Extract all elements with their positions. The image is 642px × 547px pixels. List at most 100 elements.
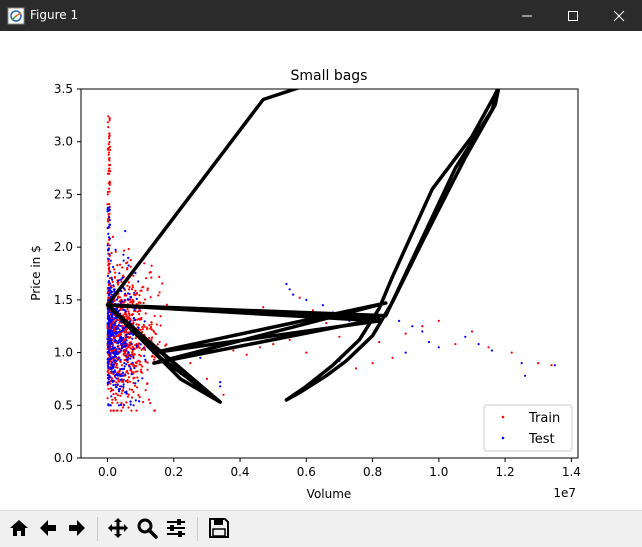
train-cluster-point — [107, 262, 110, 265]
train-cluster-point — [144, 348, 147, 351]
zoom-button[interactable] — [133, 514, 161, 542]
train-point — [371, 362, 374, 365]
test-cluster-point — [110, 290, 114, 293]
train-point — [245, 353, 248, 356]
train-cluster-point — [144, 298, 147, 301]
train-cluster-point — [128, 314, 131, 317]
test-point — [520, 362, 523, 365]
test-cluster-point — [128, 365, 131, 368]
train-cluster-point — [129, 298, 132, 301]
minimize-button[interactable] — [504, 0, 550, 31]
train-cluster-point — [128, 341, 131, 344]
train-cluster-point — [140, 289, 143, 292]
test-cluster-point — [110, 276, 113, 279]
train-cluster-point — [116, 264, 119, 267]
test-cluster-point — [131, 337, 134, 340]
train-point — [288, 338, 291, 341]
train-point — [232, 349, 235, 352]
train-cluster-point — [142, 285, 145, 288]
test-cluster-point — [115, 331, 118, 334]
test-cluster-point — [117, 404, 121, 407]
test-cluster-point — [125, 339, 128, 342]
test-cluster-point — [127, 256, 130, 259]
train-cluster-point — [107, 187, 110, 190]
test-point — [199, 356, 202, 359]
test-cluster-point — [134, 272, 137, 275]
test-cluster-point — [120, 342, 123, 346]
train-cluster-point — [114, 396, 117, 399]
train-cluster-point — [126, 395, 129, 398]
train-cluster-point — [116, 401, 119, 404]
y-tick-label: 3.0 — [54, 135, 73, 149]
test-cluster-point — [112, 284, 115, 287]
train-cluster-point — [125, 294, 128, 297]
forward-button[interactable] — [63, 514, 91, 542]
test-cluster-point — [120, 339, 123, 342]
test-cluster-point — [109, 259, 112, 262]
train-cluster-point — [142, 301, 145, 305]
test-cluster-point — [106, 317, 109, 320]
train-cluster-point — [129, 259, 132, 262]
y-tick-label: 2.5 — [54, 187, 73, 201]
test-cluster-point — [133, 367, 136, 370]
test-cluster-point — [107, 315, 110, 318]
figure-canvas[interactable]: 0.0 0.2 0.4 0.6 0.8 1.0 1.2 1.4 0.0 0.5 1.0 1.5 2.0… — [0, 31, 642, 510]
home-button[interactable] — [5, 514, 33, 542]
train-cluster-point — [106, 347, 109, 351]
train-cluster-point — [112, 320, 115, 323]
test-cluster-point — [137, 326, 140, 329]
test-cluster-point — [110, 348, 113, 351]
test-cluster-point — [143, 354, 146, 357]
train-cluster-point — [133, 293, 136, 296]
back-button[interactable] — [34, 514, 62, 542]
test-cluster-point — [108, 335, 112, 338]
train-cluster-point — [107, 126, 110, 129]
scatter-chart[interactable]: 0.0 0.2 0.4 0.6 0.8 1.0 1.2 1.4 0.0 0.5 1.0 1.5 2.0… — [0, 31, 642, 510]
maximize-button[interactable] — [550, 0, 596, 31]
axes-frame — [80, 88, 579, 459]
x-tick-label: 1.2 — [496, 465, 515, 479]
test-cluster-point — [109, 286, 112, 289]
train-cluster-point — [155, 323, 158, 326]
test-cluster-point — [113, 317, 116, 320]
test-cluster-point — [125, 392, 128, 395]
train-cluster-point — [125, 347, 128, 350]
test-cluster-point — [106, 358, 109, 361]
test-cluster-point — [106, 244, 109, 247]
train-cluster-point — [112, 337, 115, 340]
train-cluster-point — [107, 169, 110, 172]
test-cluster-point — [114, 355, 118, 358]
test-cluster-point — [116, 383, 119, 386]
train-cluster-point — [108, 183, 111, 186]
train-cluster-point — [108, 137, 111, 140]
train-cluster-point — [141, 326, 144, 329]
save-button[interactable] — [205, 514, 233, 542]
test-cluster-point — [110, 363, 113, 366]
test-cluster-point — [112, 288, 115, 291]
train-cluster-point — [136, 370, 139, 373]
configure-subplots-button[interactable] — [162, 514, 190, 542]
test-cluster-point — [113, 374, 117, 377]
test-cluster-point — [108, 337, 111, 340]
train-cluster-point — [127, 393, 130, 396]
title-bar[interactable]: Figure 1 — [0, 0, 642, 31]
test-cluster-point — [130, 373, 133, 376]
train-cluster-point — [119, 394, 122, 397]
train-cluster-point — [132, 319, 135, 322]
test-cluster-point — [120, 344, 124, 347]
test-cluster-point — [125, 333, 128, 336]
test-cluster-point — [115, 373, 118, 376]
train-cluster-point — [114, 271, 117, 274]
test-cluster-point — [128, 332, 131, 335]
test-cluster-point — [120, 349, 123, 352]
test-cluster-point — [106, 274, 109, 278]
train-cluster-point — [130, 288, 134, 291]
test-point — [411, 325, 414, 328]
close-button[interactable] — [596, 0, 642, 31]
y-tick-label: 3.5 — [54, 82, 73, 96]
test-cluster-point — [143, 320, 146, 323]
train-cluster-point — [128, 343, 131, 346]
pan-button[interactable] — [104, 514, 132, 542]
test-cluster-point — [126, 358, 129, 361]
train-cluster-point — [130, 370, 133, 373]
